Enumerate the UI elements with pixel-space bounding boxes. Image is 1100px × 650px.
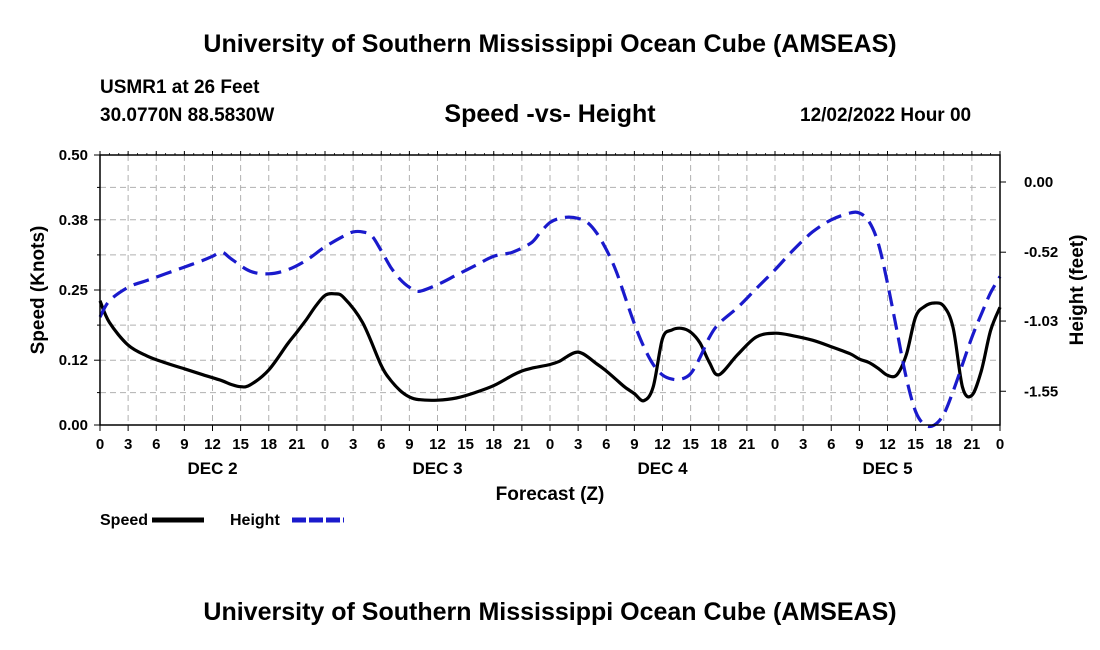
x-tick-label: 3 — [799, 436, 807, 453]
x-tick-label: 12 — [654, 436, 671, 453]
x-tick-label: 9 — [630, 436, 638, 453]
x-tick-label: 6 — [602, 436, 610, 453]
y-tick-label-right: 0.00 — [1024, 174, 1053, 191]
x-tick-label: 9 — [855, 436, 863, 453]
legend-label-speed: Speed — [100, 512, 148, 529]
day-label: DEC 4 — [637, 459, 688, 478]
y-tick-label-left: 0.12 — [59, 352, 88, 369]
grid — [100, 155, 1000, 425]
x-tick-label: 0 — [996, 436, 1004, 453]
x-tick-label: 0 — [321, 436, 329, 453]
y-axis-label-left: Speed (Knots) — [28, 226, 49, 355]
forecast-datetime: 12/02/2022 Hour 00 — [800, 105, 972, 126]
x-tick-label: 15 — [682, 436, 699, 453]
y-tick-label-right: -0.52 — [1024, 244, 1058, 261]
x-tick-label: 18 — [260, 436, 277, 453]
x-tick-label: 21 — [739, 436, 756, 453]
coordinates-label: 30.0770N 88.5830W — [100, 105, 275, 126]
day-label: DEC 5 — [862, 459, 912, 478]
x-tick-label: 21 — [289, 436, 306, 453]
y-tick-label-left: 0.25 — [59, 282, 88, 299]
x-axis-label: Forecast (Z) — [496, 484, 605, 505]
x-tick-label: 18 — [485, 436, 502, 453]
x-tick-label: 18 — [710, 436, 727, 453]
day-label: DEC 2 — [187, 459, 237, 478]
x-tick-label: 6 — [827, 436, 835, 453]
y-tick-label-right: -1.55 — [1024, 383, 1058, 400]
series-line-height — [98, 210, 1002, 429]
day-label: DEC 3 — [412, 459, 462, 478]
y-axis-label-right: Height (feet) — [1067, 235, 1088, 346]
x-tick-label: 21 — [514, 436, 531, 453]
y-tick-label-left: 0.38 — [59, 212, 88, 229]
y-tick-label-left: 0.00 — [59, 417, 88, 434]
x-tick-label: 6 — [152, 436, 160, 453]
x-tick-label: 0 — [771, 436, 779, 453]
y-tick-label-left: 0.50 — [59, 147, 88, 164]
x-tick-label: 12 — [429, 436, 446, 453]
chart-title: University of Southern Mississippi Ocean… — [203, 30, 897, 58]
station-label: USMR1 at 26 Feet — [100, 77, 260, 98]
x-tick-label: 9 — [180, 436, 188, 453]
x-tick-label: 3 — [574, 436, 582, 453]
x-tick-label: 9 — [405, 436, 413, 453]
axes: 0 3 6 9 12 15 18 21 0 3 6 9 12 15 18 21 0 3 6 9 12 15 18 21 0 3 6 9… — [59, 147, 1058, 478]
x-tick-label: 18 — [935, 436, 952, 453]
legend: Speed Height — [100, 512, 344, 529]
x-tick-label: 12 — [879, 436, 896, 453]
legend-label-height: Height — [230, 512, 280, 529]
footer-title: University of Southern Mississippi Ocean… — [203, 598, 897, 626]
x-tick-label: 15 — [907, 436, 924, 453]
x-tick-label: 0 — [96, 436, 104, 453]
x-tick-label: 21 — [964, 436, 981, 453]
x-tick-label: 3 — [124, 436, 132, 453]
x-tick-label: 0 — [546, 436, 554, 453]
chart-subtitle: Speed -vs- Height — [444, 100, 656, 128]
x-tick-label: 15 — [232, 436, 249, 453]
plot-series — [98, 210, 1002, 429]
x-tick-label: 15 — [457, 436, 474, 453]
series-line-speed — [98, 291, 1002, 403]
y-tick-label-right: -1.03 — [1024, 313, 1058, 330]
x-tick-label: 12 — [204, 436, 221, 453]
x-tick-label: 3 — [349, 436, 357, 453]
x-tick-label: 6 — [377, 436, 385, 453]
